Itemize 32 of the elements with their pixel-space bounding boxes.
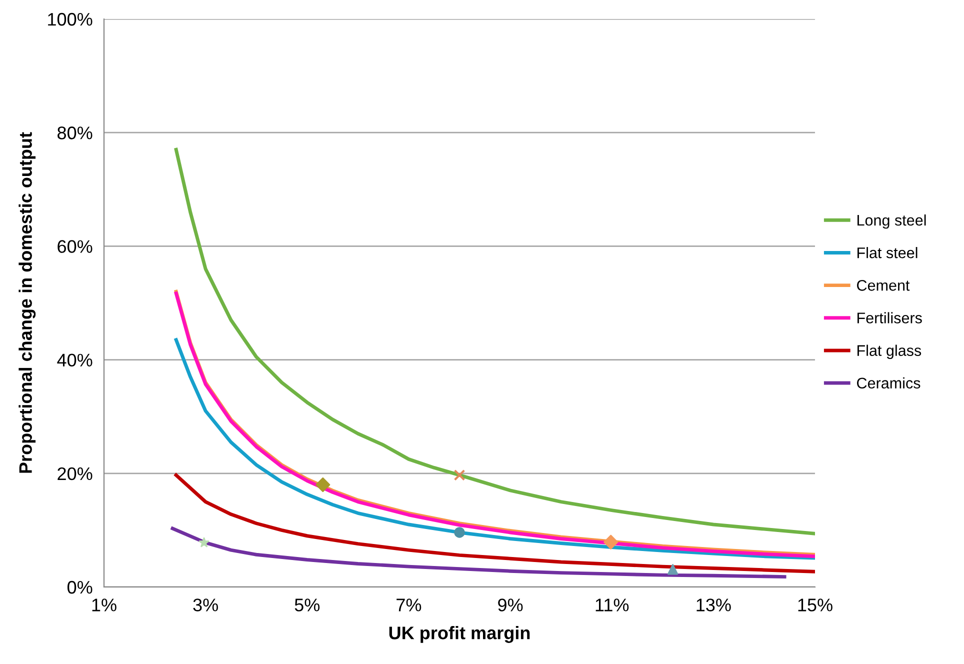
point [454, 527, 465, 538]
y-tick-label: 40% [57, 354, 92, 367]
x-tick-label: 9% [498, 598, 523, 612]
x-axis-title: UK profit margin [389, 626, 530, 643]
legend-label: Fertilisers [858, 312, 922, 324]
y-tick-label: 80% [58, 126, 92, 140]
legend-label: Ceramics [857, 377, 920, 389]
x-tick-label: 13% [696, 598, 731, 612]
y-tick-label: 100% [48, 12, 92, 26]
y-tick-label: 60% [58, 240, 92, 253]
x-tick-label: 15% [798, 598, 832, 612]
line-series [170, 526, 786, 579]
y-axis-title: Proportional change in domestic output [18, 132, 36, 473]
point [316, 477, 330, 492]
line-series [174, 338, 815, 560]
legend-label: Flat glass [858, 344, 922, 359]
legend-label: Long steel [858, 214, 926, 229]
x-tick-label: 3% [193, 598, 218, 612]
line-series [174, 148, 815, 536]
y-tick-label: 20% [58, 467, 92, 480]
point [604, 534, 618, 550]
x-tick-label: 1% [92, 598, 116, 612]
y-tick-label: 0% [68, 580, 92, 594]
x-tick-label: 5% [294, 598, 320, 612]
legend-label: Cement [857, 280, 910, 291]
point [198, 537, 210, 548]
legend-label: Flat steel [858, 247, 918, 258]
x-tick-label: 7% [396, 598, 422, 612]
line-series [174, 473, 815, 574]
point [667, 564, 678, 575]
point [454, 469, 466, 481]
x-tick-label: 11% [596, 598, 629, 612]
